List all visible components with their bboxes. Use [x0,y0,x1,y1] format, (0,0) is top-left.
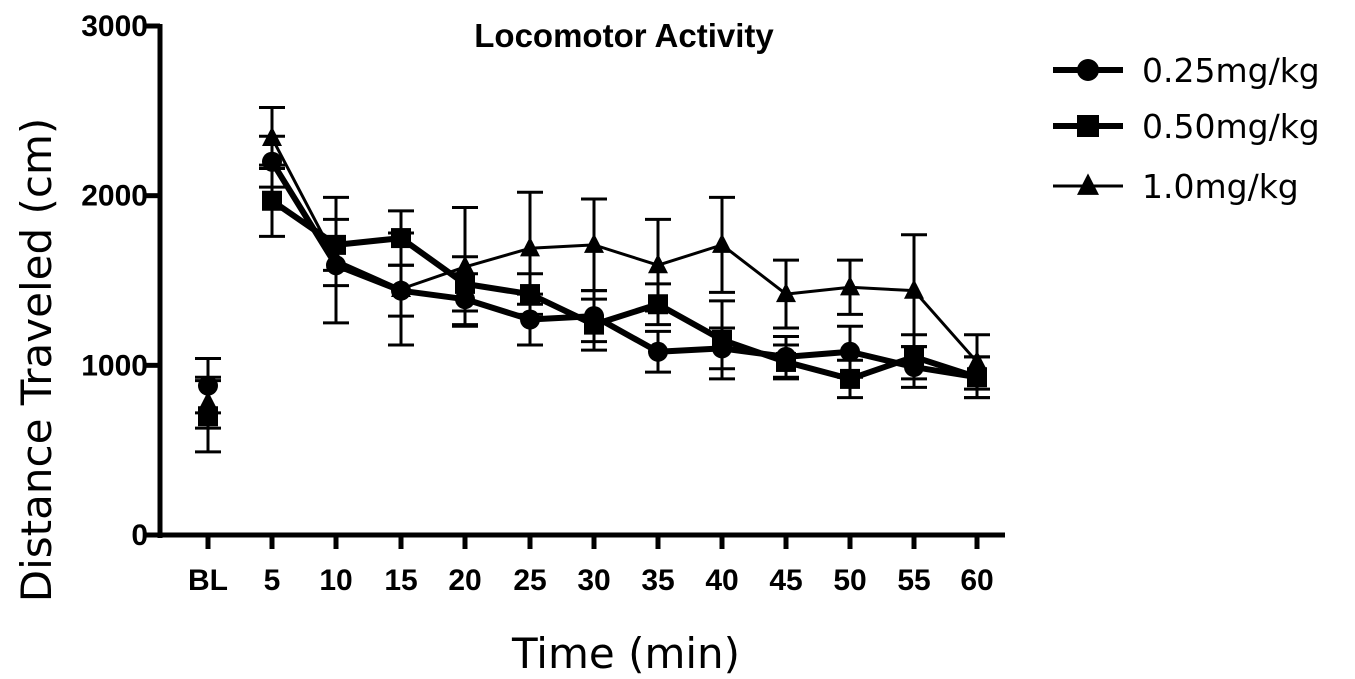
x-tick-label: 20 [448,564,481,597]
data-point [520,236,540,257]
legend-label: 0.25mg/kg [1142,51,1320,90]
legend-entry: 0.25mg/kg [1053,51,1320,90]
series-triangle [195,105,990,430]
x-tick-label: 45 [769,564,802,597]
legend: 0.25mg/kg 0.50mg/kg 1.0mg/kg [1053,51,1320,206]
x-tick-label: 25 [513,564,546,597]
data-point [840,275,860,296]
axes [157,24,1005,538]
data-point [776,351,796,372]
x-tick-label: 40 [705,564,738,597]
data-point [648,253,668,274]
data-point [712,329,732,350]
data-point [840,341,860,362]
data-point [262,126,282,147]
x-axis-title: Time (min) [511,629,740,678]
data-point [391,277,411,298]
x-tick-label: 5 [264,564,281,597]
x-tick-label: 60 [960,564,993,597]
x-tick-label: 35 [641,564,674,597]
data-point [584,233,604,253]
x-tick-label: 30 [577,564,610,597]
data-point [198,391,218,411]
chart-title: Locomotor Activity [474,17,774,54]
legend-marker [1077,173,1099,195]
data-point [712,233,732,253]
y-tick-label: 2000 [81,180,148,213]
legend-entry: 1.0mg/kg [1053,167,1299,206]
data-point [776,282,796,303]
data-point [967,350,987,370]
x-tick-label: BL [188,564,228,597]
data-point [904,279,924,299]
y-tick-label: 0 [131,519,148,552]
legend-label: 0.50mg/kg [1142,107,1320,146]
x-tick-label: 50 [833,564,866,597]
legend-marker [1077,115,1099,137]
series-line [270,137,979,363]
y-tick-label: 3000 [81,10,148,43]
series-layer [195,105,990,454]
data-point [648,341,668,362]
data-point [262,190,282,211]
data-point [840,368,860,389]
legend-label: 1.0mg/kg [1142,167,1299,206]
legend-marker [1077,59,1099,81]
legend-entry: 0.50mg/kg [1053,107,1320,146]
x-tick-label: 15 [384,564,417,597]
data-point [584,314,604,335]
y-tick-label: 1000 [81,349,148,382]
data-point [904,346,924,367]
series-line [269,160,978,381]
series-line [270,198,978,382]
ticks: 0 1000 2000 3000 BL 5 10 15 20 25 30 35 40 45 50 55 60 [81,10,993,597]
data-point [326,248,346,269]
data-point [455,255,475,275]
y-axis-title: Distance Traveled (cm) [12,118,61,602]
x-tick-label: 55 [897,564,930,597]
x-tick-label: 10 [319,564,352,597]
